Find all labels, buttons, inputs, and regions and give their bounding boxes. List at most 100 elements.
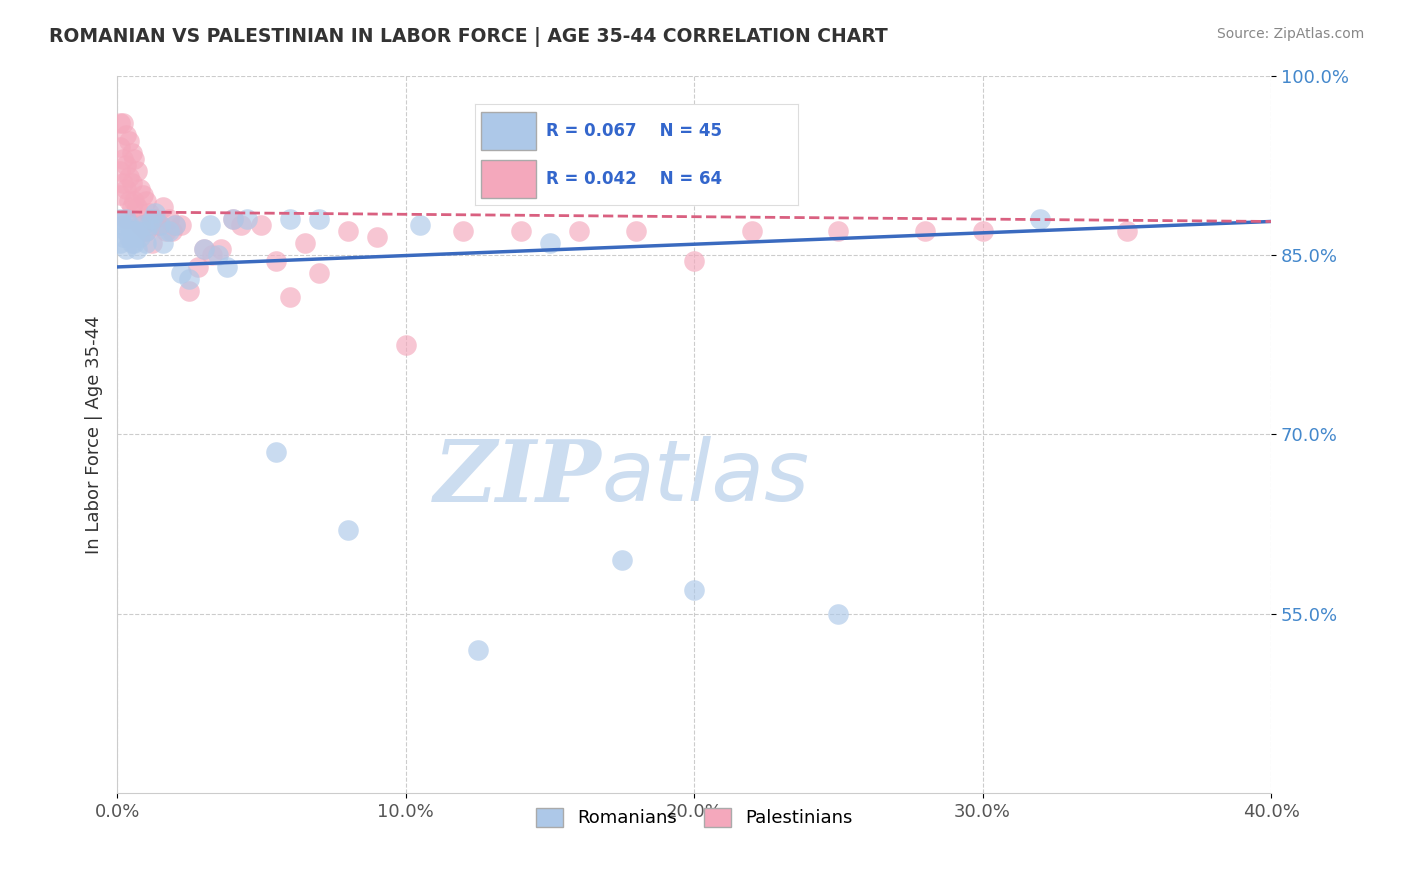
Point xyxy=(124,153,146,167)
Point xyxy=(201,248,224,262)
Point xyxy=(510,224,533,238)
Point xyxy=(143,206,166,220)
Point xyxy=(683,254,706,268)
Point xyxy=(187,260,209,274)
Point xyxy=(568,224,591,238)
Point xyxy=(135,224,157,238)
Point xyxy=(118,194,141,208)
Point xyxy=(127,224,149,238)
Point xyxy=(395,337,418,351)
Point xyxy=(193,242,215,256)
Point xyxy=(115,224,138,238)
Point xyxy=(111,116,134,130)
Point xyxy=(278,290,301,304)
Point xyxy=(264,445,287,459)
Point xyxy=(160,224,183,238)
Point xyxy=(121,235,143,250)
Point xyxy=(124,235,146,250)
Point xyxy=(169,218,191,232)
Point xyxy=(336,523,359,537)
Point xyxy=(127,164,149,178)
Point xyxy=(308,266,330,280)
Point xyxy=(118,218,141,232)
Point xyxy=(179,272,201,286)
Point xyxy=(914,224,936,238)
Point xyxy=(121,146,143,161)
Point xyxy=(115,182,138,196)
Point xyxy=(115,128,138,143)
Point xyxy=(264,254,287,268)
Point xyxy=(453,224,475,238)
Point xyxy=(155,224,177,238)
Point xyxy=(972,224,994,238)
Text: ROMANIAN VS PALESTINIAN IN LABOR FORCE | AGE 35-44 CORRELATION CHART: ROMANIAN VS PALESTINIAN IN LABOR FORCE |… xyxy=(49,27,889,46)
Point xyxy=(108,235,131,250)
Point xyxy=(152,200,174,214)
Point xyxy=(132,218,155,232)
Point xyxy=(215,260,238,274)
Point xyxy=(366,230,388,244)
Point xyxy=(118,134,141,148)
Point xyxy=(157,212,180,227)
Point xyxy=(141,212,163,227)
Point xyxy=(236,212,259,227)
Point xyxy=(141,235,163,250)
Point xyxy=(610,553,633,567)
Point xyxy=(138,218,160,232)
Point xyxy=(336,224,359,238)
Point xyxy=(111,230,134,244)
Point xyxy=(132,188,155,202)
Point xyxy=(121,224,143,238)
Point xyxy=(121,200,143,214)
Point xyxy=(127,200,149,214)
Point xyxy=(278,212,301,227)
Point xyxy=(198,218,221,232)
Point xyxy=(135,194,157,208)
Point xyxy=(108,164,131,178)
Y-axis label: In Labor Force | Age 35-44: In Labor Force | Age 35-44 xyxy=(86,315,103,554)
Point xyxy=(132,218,155,232)
Point xyxy=(221,212,243,227)
Text: Source: ZipAtlas.com: Source: ZipAtlas.com xyxy=(1216,27,1364,41)
Text: ZIP: ZIP xyxy=(434,436,602,519)
Point xyxy=(683,582,706,597)
Point xyxy=(827,607,849,621)
Point xyxy=(108,212,131,227)
Point xyxy=(118,230,141,244)
Legend: Romanians, Palestinians: Romanians, Palestinians xyxy=(529,801,860,835)
Point xyxy=(538,235,561,250)
Point xyxy=(467,642,489,657)
Point xyxy=(409,218,432,232)
Point xyxy=(121,176,143,190)
Point xyxy=(163,218,186,232)
Point xyxy=(741,224,763,238)
Point xyxy=(124,194,146,208)
Text: atlas: atlas xyxy=(602,436,810,519)
Point xyxy=(308,212,330,227)
Point xyxy=(129,218,152,232)
Point xyxy=(294,235,316,250)
Point xyxy=(169,266,191,280)
Point xyxy=(149,218,172,232)
Point xyxy=(135,235,157,250)
Point xyxy=(221,212,243,227)
Point xyxy=(111,218,134,232)
Point xyxy=(626,224,648,238)
Point xyxy=(127,242,149,256)
Point xyxy=(250,218,273,232)
Point xyxy=(207,248,229,262)
Point xyxy=(143,212,166,227)
Point xyxy=(118,170,141,185)
Point xyxy=(141,212,163,227)
Point xyxy=(179,284,201,298)
Point xyxy=(193,242,215,256)
Point xyxy=(163,218,186,232)
Point xyxy=(115,158,138,172)
Point xyxy=(1029,212,1052,227)
Point xyxy=(115,242,138,256)
Point xyxy=(129,182,152,196)
Point xyxy=(111,153,134,167)
Point xyxy=(124,224,146,238)
Point xyxy=(149,218,172,232)
Point xyxy=(152,235,174,250)
